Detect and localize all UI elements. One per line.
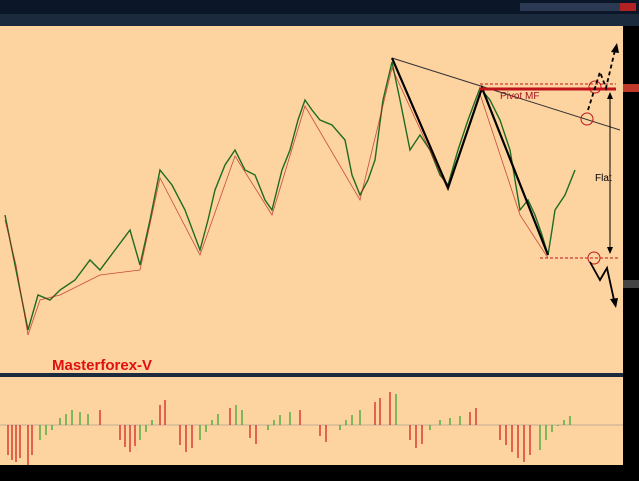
panel-separator [0, 373, 623, 377]
arrow-head [607, 247, 613, 254]
pivot-label: Pivot MF [500, 91, 539, 102]
arrow-head [610, 298, 618, 308]
price-panel [0, 26, 623, 373]
trend-line [391, 57, 621, 131]
window-buttons[interactable] [520, 3, 620, 11]
arrow-head [607, 92, 613, 99]
marker-circle [587, 251, 601, 265]
close-button[interactable] [620, 3, 636, 11]
price-marker [623, 280, 639, 288]
time-axis [0, 465, 639, 481]
projection-down [589, 261, 615, 301]
price-axis [623, 26, 639, 481]
arrow-head [611, 43, 619, 53]
histogram-positive [39, 394, 571, 450]
price-marker [623, 84, 639, 92]
indicator-panel [0, 377, 623, 465]
price-series [4, 61, 576, 331]
title-bar [0, 0, 639, 14]
marker-circle [588, 80, 602, 94]
flat-label: Flat [595, 173, 612, 184]
marker-circle [580, 112, 594, 126]
toolbar [0, 14, 639, 26]
watermark: Masterforex-V [52, 357, 152, 374]
histogram-negative [7, 392, 531, 465]
wave-lines [390, 57, 550, 256]
